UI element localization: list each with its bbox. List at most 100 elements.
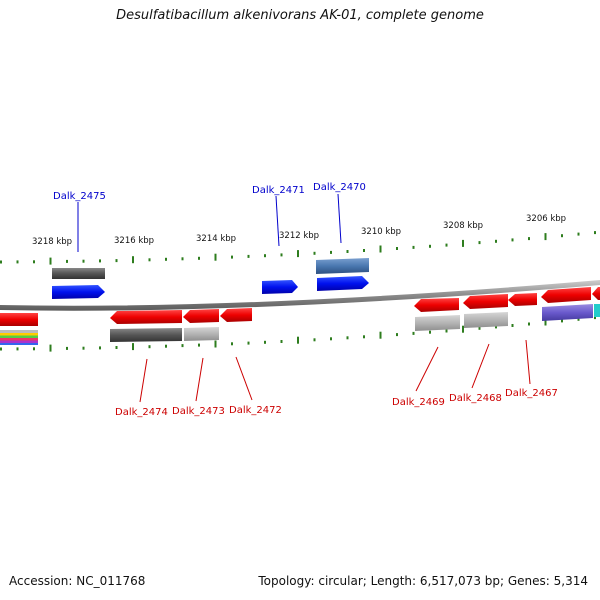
tick-mark-major: [132, 343, 134, 351]
gene-label-reverse[interactable]: Dalk_2473: [172, 406, 225, 417]
map-title: Desulfatibacillum alkenivorans AK-01, co…: [116, 8, 484, 23]
tick-label: 3206 kbp: [526, 214, 566, 224]
tick-label: 3212 kbp: [279, 231, 319, 241]
tick-mark-major: [297, 336, 299, 344]
gene-arrow-reverse[interactable]: [220, 308, 252, 322]
tick-mark-minor: [528, 322, 530, 326]
tick-mark-minor: [181, 257, 184, 261]
gene-block-light[interactable]: [464, 312, 508, 328]
gene-block-dark[interactable]: [110, 328, 182, 342]
tick-mark-major: [544, 318, 547, 326]
leader-line: [471, 343, 490, 389]
gene-arrow-reverse[interactable]: [183, 309, 219, 323]
tick-mark-minor: [82, 259, 85, 263]
tick-mark-minor: [66, 259, 68, 263]
tick-mark-minor: [165, 257, 167, 261]
gene-label-reverse[interactable]: Dalk_2468: [449, 393, 502, 404]
tick-mark-minor: [412, 245, 415, 249]
leader-line: [337, 193, 342, 244]
gene-label-reverse[interactable]: Dalk_2472: [229, 405, 282, 416]
tick-mark-minor: [231, 255, 233, 259]
tick-mark-minor: [247, 341, 250, 345]
tick-mark-minor: [280, 253, 283, 257]
leader-line: [415, 346, 439, 392]
gene-label-reverse[interactable]: Dalk_2467: [505, 388, 558, 399]
tick-mark-minor: [577, 317, 580, 321]
tick-mark-minor: [165, 344, 167, 348]
leader-line: [525, 339, 531, 385]
tick-mark-minor: [495, 239, 497, 243]
tick-mark-major: [214, 253, 217, 261]
tick-mark-minor: [16, 347, 19, 351]
tick-mark-minor: [280, 340, 283, 343]
tick-mark-minor: [148, 258, 151, 262]
tick-mark-minor: [511, 324, 514, 327]
tick-mark-minor: [511, 238, 514, 242]
tick-label: 3210 kbp: [361, 227, 401, 237]
tick-mark-minor: [313, 251, 316, 255]
gene-arrow-reverse[interactable]: [508, 293, 537, 306]
tick-mark-minor: [594, 231, 596, 235]
leader-line: [235, 356, 253, 401]
gene-block-dark[interactable]: [52, 268, 105, 279]
gene-label-forward[interactable]: Dalk_2471: [252, 185, 305, 196]
tick-mark-minor: [561, 234, 563, 238]
tick-mark-minor: [16, 260, 19, 264]
gene-arrow-forward[interactable]: [317, 276, 369, 291]
gene-label-forward[interactable]: Dalk_2475: [53, 191, 106, 202]
gene-arrow-reverse[interactable]: [463, 294, 508, 309]
genome-summary-text: Topology: circular; Length: 6,517,073 bp…: [258, 574, 588, 588]
tick-mark-major: [132, 256, 134, 264]
leader-line: [195, 357, 204, 402]
tick-mark-minor: [346, 250, 349, 253]
tick-mark-minor: [396, 333, 398, 337]
tick-mark-minor: [247, 254, 250, 258]
tick-mark-major: [462, 239, 464, 247]
gene-arrow-reverse[interactable]: [0, 313, 38, 326]
tick-mark-minor: [198, 256, 200, 260]
tick-mark-minor: [429, 330, 431, 334]
leader-line: [275, 195, 280, 247]
tick-mark-minor: [330, 337, 332, 341]
gene-label-reverse[interactable]: Dalk_2469: [392, 397, 445, 408]
tick-mark-minor: [99, 259, 101, 263]
gene-arrow-reverse[interactable]: [414, 298, 459, 312]
gene-arrow-reverse[interactable]: [592, 287, 600, 300]
tick-mark-minor: [346, 336, 349, 340]
tick-mark-major: [49, 344, 52, 352]
gene-block-cyan[interactable]: [594, 304, 600, 317]
tick-mark-minor: [363, 249, 365, 252]
feature-tracks: [0, 330, 38, 345]
tick-mark-major: [379, 331, 382, 339]
tick-mark-minor: [478, 241, 481, 245]
gene-arrow-reverse[interactable]: [541, 287, 591, 303]
gene-arrow-forward[interactable]: [52, 285, 105, 299]
gene-block-purple[interactable]: [542, 304, 593, 321]
gene-arrow-reverse[interactable]: [110, 310, 182, 324]
gene-block-light[interactable]: [415, 315, 460, 331]
tick-mark-major: [379, 245, 382, 253]
tick-marks-top: [0, 231, 596, 265]
accession-text: Accession: NC_011768: [9, 574, 146, 588]
gene-block-steel[interactable]: [316, 258, 369, 274]
tick-mark-minor: [577, 232, 580, 236]
gene-block-light[interactable]: [184, 327, 219, 341]
tick-mark-minor: [115, 346, 118, 349]
gene-label-reverse[interactable]: Dalk_2474: [115, 407, 168, 418]
tick-mark-minor: [445, 329, 448, 333]
tick-label: 3208 kbp: [443, 221, 483, 231]
tick-mark-minor: [99, 346, 101, 350]
tick-mark-major: [544, 233, 547, 241]
gene-label-forward[interactable]: Dalk_2470: [313, 182, 366, 193]
genome-backbone: [0, 280, 600, 311]
tick-mark-minor: [264, 254, 266, 258]
tick-mark-major: [297, 250, 299, 258]
tick-mark-minor: [495, 325, 497, 329]
tick-mark-minor: [313, 338, 316, 342]
tick-mark-minor: [231, 342, 233, 346]
tick-label: 3218 kbp: [32, 237, 72, 247]
tick-mark-minor: [429, 244, 431, 248]
tick-marks-bottom: [0, 316, 596, 352]
tick-mark-major: [49, 257, 52, 265]
gene-arrow-forward[interactable]: [262, 280, 298, 294]
